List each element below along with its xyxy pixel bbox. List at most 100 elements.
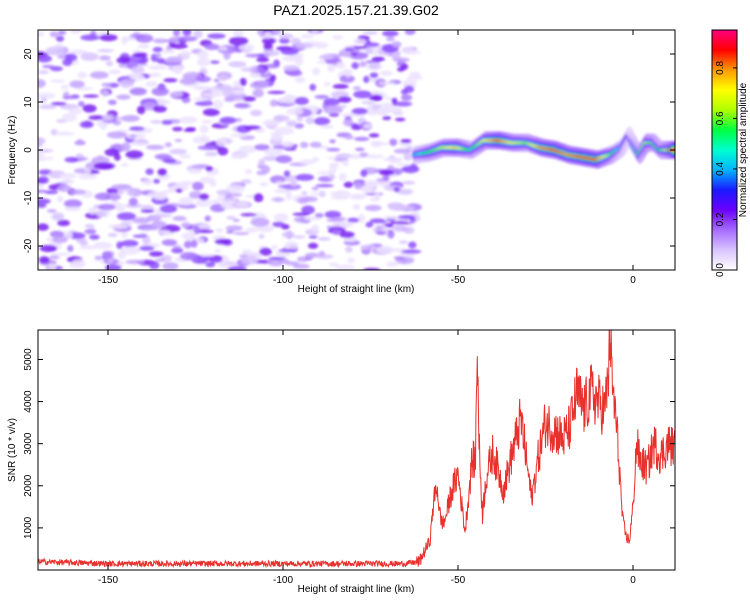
noise-blob xyxy=(159,204,178,214)
noise-blob xyxy=(154,52,162,58)
noise-blob xyxy=(363,180,381,186)
noise-blob xyxy=(226,184,245,194)
noise-blobs xyxy=(38,30,423,270)
noise-blob xyxy=(400,138,412,144)
noise-blob xyxy=(71,259,86,269)
noise-blob xyxy=(78,245,98,250)
noise-blob xyxy=(360,169,368,177)
noise-blob xyxy=(197,224,211,228)
noise-blob xyxy=(145,81,158,87)
noise-blob xyxy=(79,121,94,129)
noise-blob xyxy=(83,167,91,175)
noise-blob xyxy=(179,153,191,159)
noise-blob xyxy=(198,193,210,201)
noise-blob xyxy=(357,214,366,223)
noise-blob xyxy=(135,34,154,43)
noise-blob xyxy=(171,247,184,254)
noise-blob xyxy=(328,262,340,267)
noise-blob xyxy=(369,196,379,202)
noise-blob xyxy=(50,102,67,106)
noise-blob xyxy=(161,239,178,246)
noise-blob xyxy=(137,43,150,49)
noise-blob xyxy=(169,148,187,155)
noise-blob xyxy=(320,124,335,129)
noise-blob xyxy=(235,152,249,159)
noise-blob xyxy=(234,103,250,109)
noise-blob xyxy=(130,141,150,146)
noise-blob xyxy=(57,30,67,35)
noise-blob xyxy=(45,51,63,55)
noise-blob xyxy=(272,221,285,228)
noise-blob xyxy=(376,107,390,114)
noise-blob xyxy=(409,71,421,79)
noise-blob xyxy=(370,141,390,146)
noise-blob xyxy=(172,245,182,249)
noise-blob xyxy=(292,263,310,269)
noise-blob xyxy=(230,133,249,138)
noise-blob xyxy=(366,154,384,159)
noise-blob xyxy=(241,249,252,255)
noise-blob xyxy=(343,118,354,127)
noise-blob xyxy=(308,235,318,239)
noise-blob xyxy=(224,96,235,102)
noise-blob xyxy=(52,252,71,256)
noise-blob xyxy=(116,94,131,100)
noise-blob xyxy=(328,113,340,117)
noise-blob xyxy=(199,124,209,134)
noise-blob xyxy=(93,162,113,170)
noise-blob xyxy=(361,100,375,105)
noise-blob xyxy=(292,212,310,217)
snr-ytick-label: 5000 xyxy=(23,348,34,371)
noise-blob xyxy=(344,134,354,140)
noise-blob xyxy=(365,221,374,228)
noise-blob xyxy=(352,86,362,91)
noise-blob xyxy=(242,96,256,102)
noise-blob xyxy=(125,150,144,160)
noise-blob xyxy=(48,263,57,270)
noise-blob xyxy=(362,31,379,35)
noise-blob xyxy=(136,105,146,115)
colorbar-tick-label: 0.2 xyxy=(715,212,726,226)
noise-blob xyxy=(195,75,212,83)
noise-blob xyxy=(95,210,107,217)
noise-blob xyxy=(192,181,204,191)
spectrogram-xtick-label: -50 xyxy=(451,275,466,286)
noise-blob xyxy=(48,255,60,260)
noise-blob xyxy=(109,192,120,202)
noise-blob xyxy=(254,144,270,151)
noise-blob xyxy=(339,74,355,83)
spectrogram-ytick-label: 10 xyxy=(23,96,34,108)
noise-blob xyxy=(101,251,113,260)
noise-blob xyxy=(344,70,352,78)
noise-blob xyxy=(202,108,220,117)
noise-blob xyxy=(131,66,145,74)
signal-track-band xyxy=(412,126,675,169)
noise-blob xyxy=(294,96,309,106)
noise-blob xyxy=(397,215,416,220)
snr-ytick-label: 3000 xyxy=(23,432,34,455)
noise-blob xyxy=(316,60,327,65)
noise-blob xyxy=(38,104,57,110)
noise-blob xyxy=(335,264,355,270)
colorbar-bar xyxy=(712,30,737,270)
noise-blob xyxy=(204,215,211,222)
noise-blob xyxy=(257,158,266,168)
noise-blob xyxy=(38,189,49,193)
noise-blob xyxy=(84,228,97,235)
noise-blob xyxy=(61,113,77,122)
noise-blob xyxy=(217,194,226,202)
noise-blob xyxy=(252,89,264,98)
noise-blob xyxy=(273,213,289,222)
noise-blob xyxy=(394,107,403,114)
noise-blob xyxy=(209,178,217,188)
noise-blob xyxy=(152,38,168,44)
noise-blob xyxy=(150,120,163,124)
noise-blob xyxy=(216,189,230,195)
noise-blob xyxy=(129,134,137,138)
noise-blob xyxy=(163,78,178,83)
spectrogram-xlabel: Height of straight line (km) xyxy=(298,284,415,295)
noise-blob xyxy=(281,231,295,238)
noise-blob xyxy=(151,220,167,229)
noise-blob xyxy=(335,62,346,69)
noise-blob xyxy=(267,90,286,95)
